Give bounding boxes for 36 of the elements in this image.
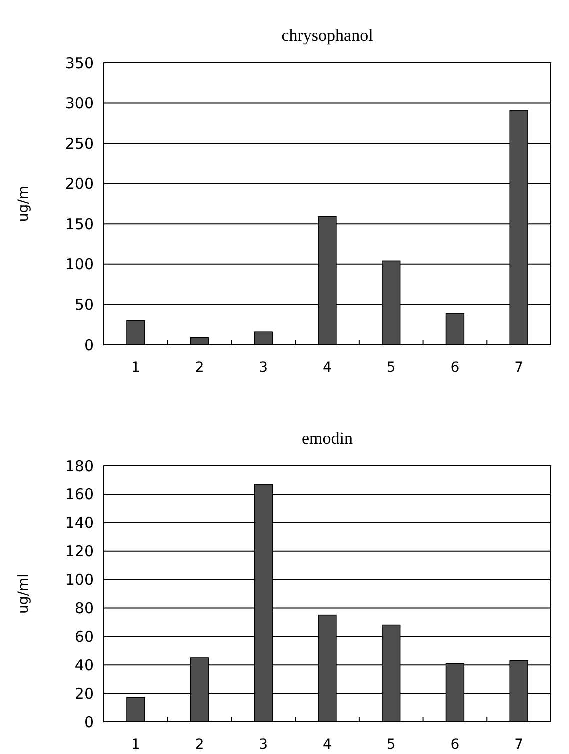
y-tick-label: 200 [65,175,94,194]
x-tick-label: 4 [323,360,332,376]
y-tick-label: 140 [65,514,94,532]
x-tick-label: 5 [386,737,396,753]
chart-title: chrysophanol [282,26,374,45]
y-tick-label: 120 [65,542,94,561]
y-tick-label: 160 [65,486,94,504]
x-tick-label: 5 [386,360,396,376]
x-tick-label: 2 [195,360,204,376]
y-tick-label: 250 [65,134,94,153]
y-tick-label: 180 [65,457,94,476]
x-tick-label: 7 [514,737,524,753]
x-tick-label: 1 [131,737,140,753]
x-tick-label: 4 [323,737,332,753]
y-tick-label: 300 [65,94,94,113]
x-tick-label: 3 [259,737,268,753]
y-tick-label: 350 [65,54,94,72]
x-tick-label: 7 [514,360,524,376]
y-tick-label: 60 [74,628,94,646]
y-tick-label: 80 [74,599,94,618]
y-tick-label: 100 [65,571,94,590]
chart-title: emodin [302,429,354,448]
x-tick-label: 3 [259,360,268,376]
x-tick-label: 6 [450,737,460,753]
y-tick-label: 150 [65,215,94,234]
y-tick-label: 100 [65,256,94,274]
x-tick-label: 1 [131,360,140,376]
x-tick-label: 6 [450,360,460,376]
y-axis-title: ug/m [16,186,32,222]
y-tick-label: 0 [84,336,94,354]
y-tick-label: 40 [74,656,94,674]
y-tick-label: 20 [74,684,94,703]
y-tick-label: 50 [74,296,94,314]
y-tick-label: 0 [84,713,94,732]
y-axis-title: ug/ml [16,574,32,614]
x-tick-label: 2 [195,737,204,753]
